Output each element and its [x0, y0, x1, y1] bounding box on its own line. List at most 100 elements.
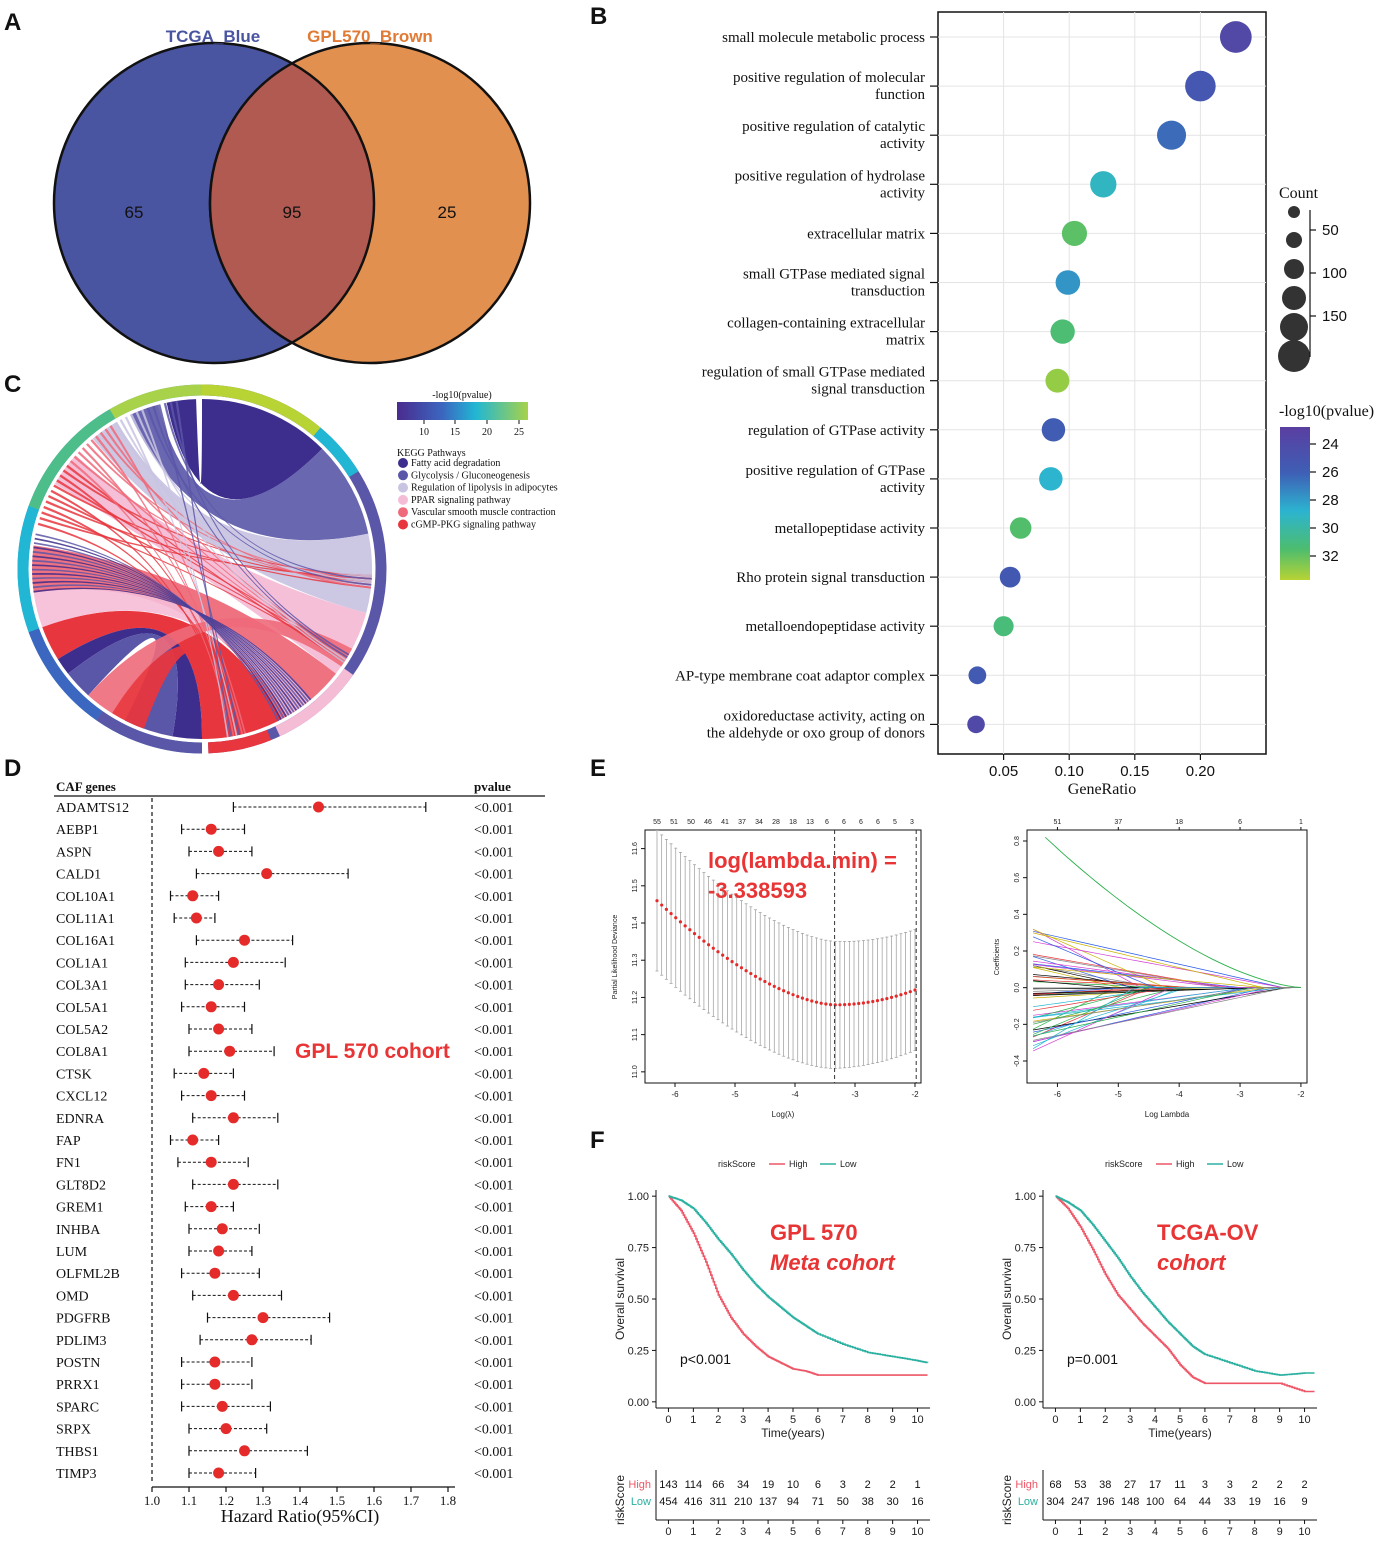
dotplot-point	[1055, 270, 1081, 295]
cv-top-count: 37	[738, 819, 746, 826]
dotplot-point	[1090, 171, 1117, 198]
lambda-annotation-line2: -3.338593	[708, 878, 807, 903]
forest-gene-label: PDGFRB	[56, 1312, 110, 1327]
risk-table-count: 2	[1252, 1479, 1258, 1491]
risk-table-count: 19	[762, 1479, 774, 1491]
km-x-label: Time(years)	[761, 1426, 825, 1440]
cv-point	[707, 943, 711, 947]
forest-gene-label: GREM1	[56, 1201, 103, 1216]
forest-hr-point	[205, 1001, 217, 1013]
forest-pvalue-label: <0.001	[474, 1378, 513, 1393]
forest-hr-point	[239, 934, 250, 946]
forest-gene-label: COL11A1	[56, 912, 115, 927]
go-term-label: metallopeptidase activity	[775, 521, 926, 537]
forest-x-tick-label: 1.1	[181, 1493, 197, 1508]
forest-pvalue-label: <0.001	[474, 823, 513, 838]
forest-hr-point	[213, 1245, 225, 1257]
forest-hr-point	[205, 823, 217, 835]
dotplot-point	[1157, 120, 1187, 150]
go-term-label: positive regulation of molecular	[733, 70, 925, 86]
forest-hr-point	[313, 801, 324, 813]
coef-path	[1033, 987, 1301, 1023]
risk-table-x-tick-label: 8	[1252, 1526, 1258, 1538]
risk-table-x-tick-label: 2	[715, 1526, 721, 1538]
cv-point	[828, 1003, 833, 1007]
kegg-legend-swatch	[398, 458, 408, 468]
venn-count-right: 25	[438, 203, 457, 222]
forest-hr-point	[227, 1112, 239, 1124]
cv-point	[735, 963, 739, 967]
km-y-tick-label: 0.75	[628, 1243, 649, 1255]
dotplot-point	[1061, 220, 1088, 246]
coef-top-count: 37	[1114, 819, 1122, 826]
cv-top-count: 6	[859, 819, 863, 826]
cv-point	[899, 993, 903, 997]
risk-table-x-tick-label: 3	[740, 1526, 746, 1538]
forest-hr-point	[205, 1201, 217, 1213]
size-legend-dot	[1286, 232, 1302, 248]
risk-table-count: 454	[659, 1496, 677, 1508]
forest-pvalue-label: <0.001	[474, 1023, 513, 1038]
forest-pvalue-label: <0.001	[474, 1223, 513, 1238]
cv-x-tick-label: -3	[851, 1090, 859, 1099]
dotplot-point	[999, 566, 1021, 588]
dotplot-points	[967, 21, 1252, 734]
venn-count-left: 65	[125, 203, 144, 222]
forest-hr-point	[198, 1067, 210, 1079]
cv-point	[814, 1000, 819, 1004]
coef-y-tick-label: 0.4	[1014, 909, 1021, 919]
cv-point	[763, 979, 767, 984]
forest-pvalue-label: <0.001	[474, 1245, 513, 1260]
risk-table-row-label: Low	[631, 1496, 651, 1508]
cv-top-count: 13	[806, 819, 814, 826]
coef-path	[1033, 987, 1301, 1041]
cv-x-ticks: -6 -5 -4 -3 -2	[671, 1083, 919, 1099]
cv-point	[767, 982, 772, 986]
km-y-tick-label: 0.00	[628, 1397, 649, 1409]
cv-top-count: 28	[772, 819, 780, 826]
forest-pvalue-label: <0.001	[474, 1156, 513, 1171]
km-x-tick-label: 2	[1102, 1414, 1108, 1426]
km-x-tick-label: 3	[1127, 1414, 1133, 1426]
forest-gene-label: LUM	[56, 1245, 88, 1260]
coef-y-tick-label: 0.8	[1014, 836, 1021, 846]
risk-table-count: 50	[837, 1496, 849, 1508]
dotplot-point	[1041, 418, 1066, 442]
km-y-label: Overall survival	[613, 1258, 627, 1340]
panel-label-a: A	[4, 9, 21, 36]
chord-color-legend-title: -log10(pvalue)	[432, 390, 491, 401]
km-curve-low	[668, 1195, 929, 1364]
forest-hr-point	[213, 845, 225, 857]
chord-ring-segment	[28, 409, 116, 510]
cv-point	[805, 998, 809, 1002]
km-curve-high	[1055, 1195, 1315, 1393]
coef-x-ticks: -6 -5 -4 -3 -2	[1054, 1083, 1305, 1099]
cv-top-count: 51	[670, 819, 678, 826]
km-x-tick-label: 1	[1077, 1414, 1083, 1426]
venn-intersection	[208, 61, 376, 345]
km-curve-low	[1055, 1195, 1315, 1376]
cv-point	[861, 1001, 866, 1005]
size-legend-dot	[1280, 313, 1308, 341]
kegg-legend-swatch	[398, 470, 408, 481]
coef-path	[1044, 836, 1301, 988]
forest-hr-point	[205, 1090, 217, 1102]
dotplot-x-ticks: 0.05 0.10 0.15 0.20	[989, 754, 1215, 780]
dotplot-point	[1219, 21, 1252, 53]
forest-hr-point	[220, 1423, 232, 1435]
dotplot-point	[1050, 319, 1075, 344]
forest-pvalue-label: <0.001	[474, 1112, 513, 1127]
chord-legend-tick-label: 15	[450, 427, 460, 438]
chord-ring-segment	[109, 384, 203, 419]
forest-gene-label: CXCL12	[56, 1090, 107, 1105]
forest-pvalue-label: <0.001	[474, 868, 513, 883]
forest-gene-label: AEBP1	[56, 823, 99, 838]
km-pvalue: p=0.001	[1067, 1351, 1118, 1367]
forest-gene-label: EDNRA	[56, 1112, 105, 1127]
km-y-label: Overall survival	[1000, 1258, 1014, 1340]
forest-header-genes: CAF genes	[56, 779, 116, 794]
cv-point	[847, 1002, 851, 1006]
go-dotplot: small molecule metabolic process positive…	[675, 11, 1374, 798]
forest-pvalue-label: <0.001	[474, 1267, 513, 1282]
cv-top-counts: 55 51 50 46 41 37 34 28 18 13 6 6 6 6 5 3	[653, 819, 914, 826]
